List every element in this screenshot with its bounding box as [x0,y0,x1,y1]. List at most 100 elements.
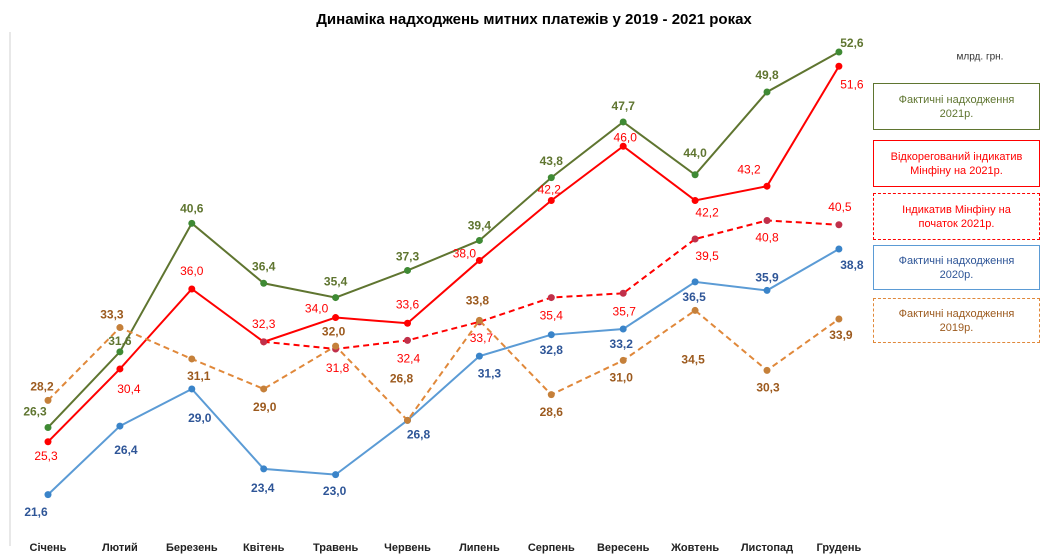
data-label: 42,2 [538,183,562,197]
data-label: 35,4 [540,309,564,323]
data-point [691,306,699,314]
legend-entry: Фактичні надходження 2019р. [873,298,1040,343]
data-label: 44,0 [683,146,707,160]
legend-entry: Фактичні надходження 2020р. [873,245,1040,290]
data-point [260,385,268,393]
data-label: 26,4 [114,443,138,457]
data-label: 46,0 [614,130,638,144]
data-point [332,471,340,479]
data-label: 36,0 [180,264,204,278]
data-label: 26,8 [390,372,414,386]
data-label: 28,6 [540,405,564,419]
data-label: 49,8 [755,68,779,82]
data-label: 29,0 [188,411,212,425]
series-line [47,65,840,443]
data-label: 31,6 [108,334,132,348]
x-tick-label: Травень [313,542,359,554]
data-point [332,294,340,302]
data-label: 32,8 [540,343,564,357]
data-point [619,142,627,150]
series-line [47,248,840,496]
data-label: 31,3 [478,366,502,380]
data-point [332,314,340,322]
data-label: 32,4 [397,352,421,366]
data-label: 33,7 [470,331,494,345]
data-point [835,48,843,56]
data-label: 36,4 [252,259,276,273]
data-label: 40,8 [755,231,779,245]
data-point [116,422,124,430]
series-line [47,51,840,429]
data-label: 39,5 [695,249,719,263]
data-label: 30,3 [756,381,780,395]
data-point [404,416,411,424]
data-point [188,285,196,293]
data-point [260,338,268,346]
data-label: 32,0 [322,324,346,338]
data-label: 25,3 [34,449,58,463]
data-label: 51,6 [840,77,864,91]
data-label: 23,4 [251,481,275,495]
x-tick-label: Вересень [597,542,650,554]
x-tick-label: Березень [166,542,218,554]
data-label: 35,9 [755,271,779,285]
data-label: 38,8 [840,258,864,272]
data-point [404,336,411,344]
data-label: 26,3 [23,405,47,419]
data-point [763,88,771,96]
x-tick-label: Грудень [817,542,862,554]
data-label: 31,0 [610,371,634,385]
data-point [835,62,843,70]
data-point [547,294,555,302]
data-point [835,221,843,229]
data-label: 37,3 [396,250,420,264]
data-label: 43,8 [540,154,564,168]
data-point [691,196,699,204]
data-label: 39,4 [468,219,492,233]
data-point [619,356,627,364]
x-tick-label: Листопад [741,542,793,554]
series-line [263,219,839,350]
data-label: 29,0 [253,400,277,414]
data-point [547,196,555,204]
data-label: 26,8 [407,428,431,442]
data-label: 33,9 [829,328,853,342]
data-point [188,355,196,363]
x-tick-label: Серпень [528,542,575,554]
data-point [116,324,124,332]
data-label: 34,0 [305,302,329,316]
data-point [691,235,699,243]
data-point [547,391,555,399]
data-point [188,385,196,393]
data-label: 30,4 [117,382,141,396]
data-point [44,396,52,404]
data-point [475,236,483,244]
data-point [835,315,843,323]
data-point [116,348,124,356]
data-point [619,289,627,297]
data-label: 35,4 [324,275,348,289]
data-label: 40,6 [180,201,204,215]
data-point [44,423,52,431]
chart-title: Динаміка надходжень митних платежів у 20… [316,11,752,28]
data-point [260,279,268,287]
data-point [547,331,555,339]
data-label: 33,8 [466,294,490,308]
data-label: 34,5 [681,353,705,367]
data-point [763,286,771,294]
data-point [763,366,771,374]
legend-entry: Відкорегований індикатив Мінфіну на 2021… [873,140,1040,187]
data-point [619,118,627,126]
data-label: 42,2 [695,206,719,220]
x-tick-label: Червень [384,542,431,554]
data-point [116,365,124,373]
data-point [260,465,268,473]
data-label: 28,2 [30,380,54,394]
data-point [475,352,483,360]
data-label: 35,7 [613,304,637,318]
data-label: 32,3 [252,317,276,331]
data-point [763,216,771,224]
data-label: 47,7 [612,99,636,113]
